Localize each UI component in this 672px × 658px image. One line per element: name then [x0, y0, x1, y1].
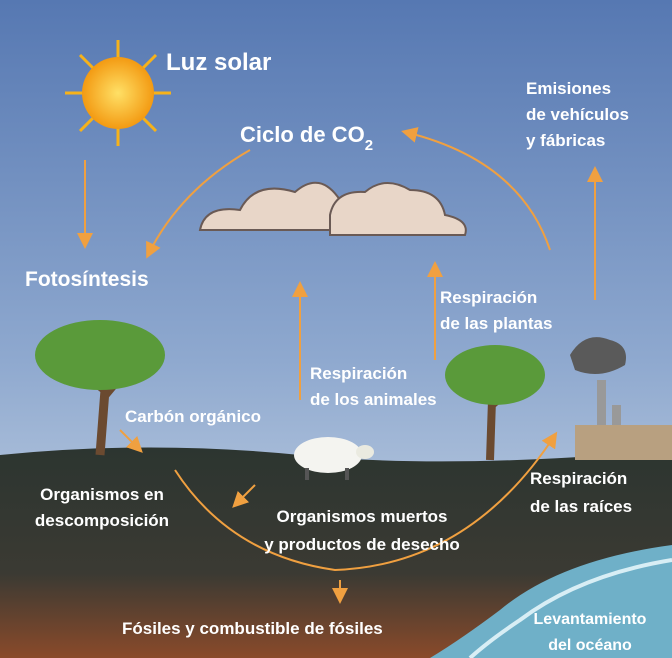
- label: Organismos muertos: [277, 507, 448, 526]
- label: Respiración: [530, 469, 627, 488]
- label: Levantamiento: [534, 611, 647, 628]
- title-subscript: 2: [365, 137, 373, 154]
- label: de los animales: [310, 390, 437, 409]
- label: Organismos en: [40, 485, 164, 504]
- label: descomposición: [35, 511, 169, 530]
- label: de las raíces: [530, 497, 632, 516]
- label: Carbón orgánico: [125, 407, 261, 426]
- label: Fotosíntesis: [25, 268, 149, 291]
- label: y fábricas: [526, 131, 605, 150]
- label: Emisiones: [526, 79, 611, 98]
- label: y productos de desecho: [264, 535, 460, 554]
- sun: [65, 40, 171, 146]
- label: del océano: [548, 637, 632, 654]
- label: Fósiles y combustible de fósiles: [122, 619, 383, 638]
- label: de las plantas: [440, 314, 552, 333]
- label: Respiración: [310, 364, 407, 383]
- label: Luz solar: [166, 49, 271, 76]
- title-text: Ciclo de CO: [240, 122, 365, 147]
- label: de vehículos: [526, 105, 629, 124]
- diagram: Luz solar Ciclo de CO2 Emisiones de vehí…: [0, 0, 672, 658]
- label: Respiración: [440, 288, 537, 307]
